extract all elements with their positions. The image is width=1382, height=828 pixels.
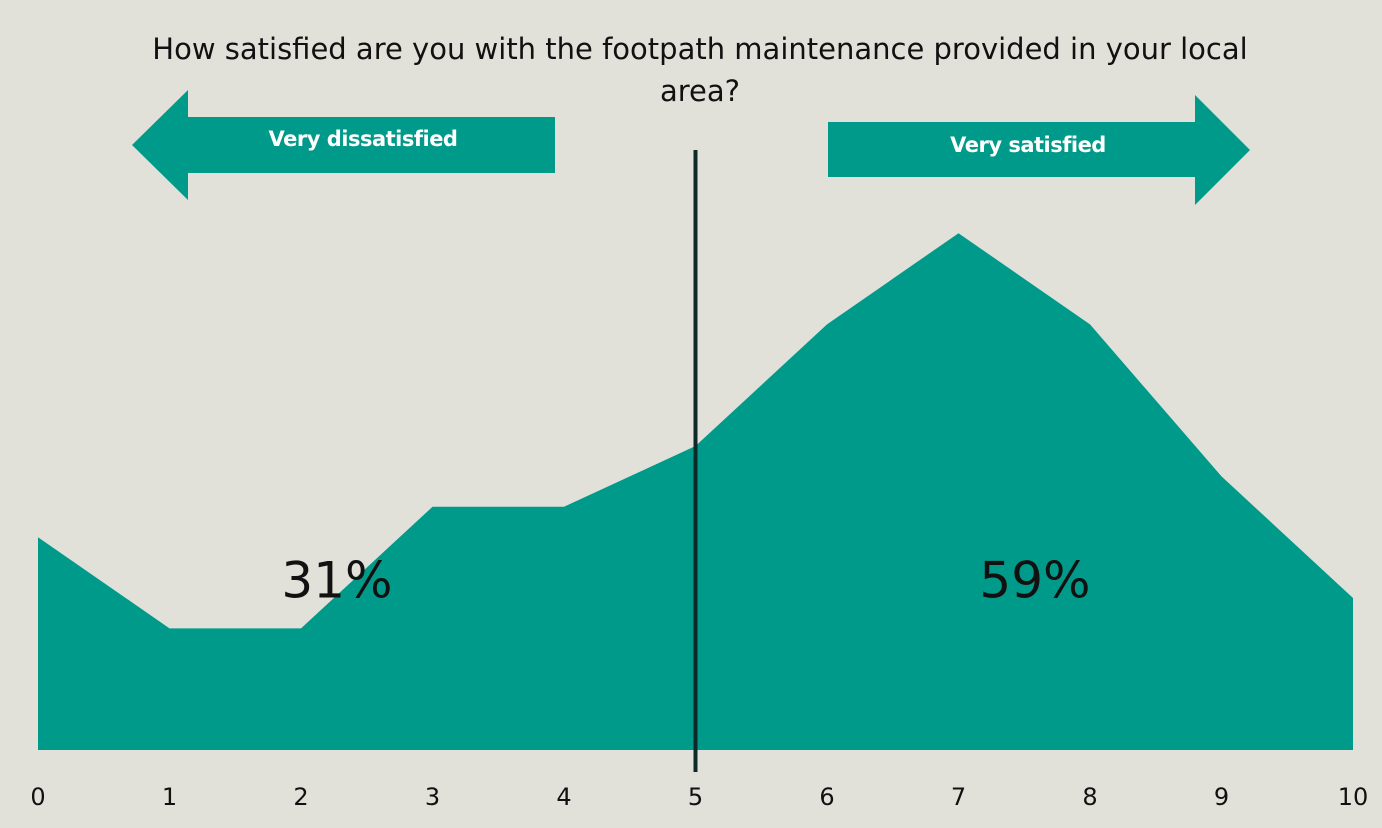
x-tick-label: 2 bbox=[293, 783, 308, 811]
x-tick-label: 4 bbox=[556, 783, 571, 811]
x-tick-label: 5 bbox=[688, 783, 703, 811]
x-tick-label: 7 bbox=[951, 783, 966, 811]
x-tick-label: 8 bbox=[1082, 783, 1097, 811]
x-tick-label: 6 bbox=[819, 783, 834, 811]
annotation: Very dissatisfied bbox=[269, 127, 458, 151]
x-tick-label: 0 bbox=[30, 783, 45, 811]
left-arrow bbox=[132, 90, 555, 200]
x-tick-label: 10 bbox=[1338, 783, 1369, 811]
annotation: 31% bbox=[281, 552, 392, 610]
x-tick-label: 1 bbox=[162, 783, 177, 811]
x-tick-label: 9 bbox=[1214, 783, 1229, 811]
right-arrow bbox=[828, 95, 1250, 205]
annotation: 59% bbox=[979, 552, 1090, 610]
x-tick-label: 3 bbox=[425, 783, 440, 811]
chart-title: How satisfied are you with the footpath … bbox=[152, 32, 1248, 108]
annotation: Very satisfied bbox=[950, 133, 1106, 157]
